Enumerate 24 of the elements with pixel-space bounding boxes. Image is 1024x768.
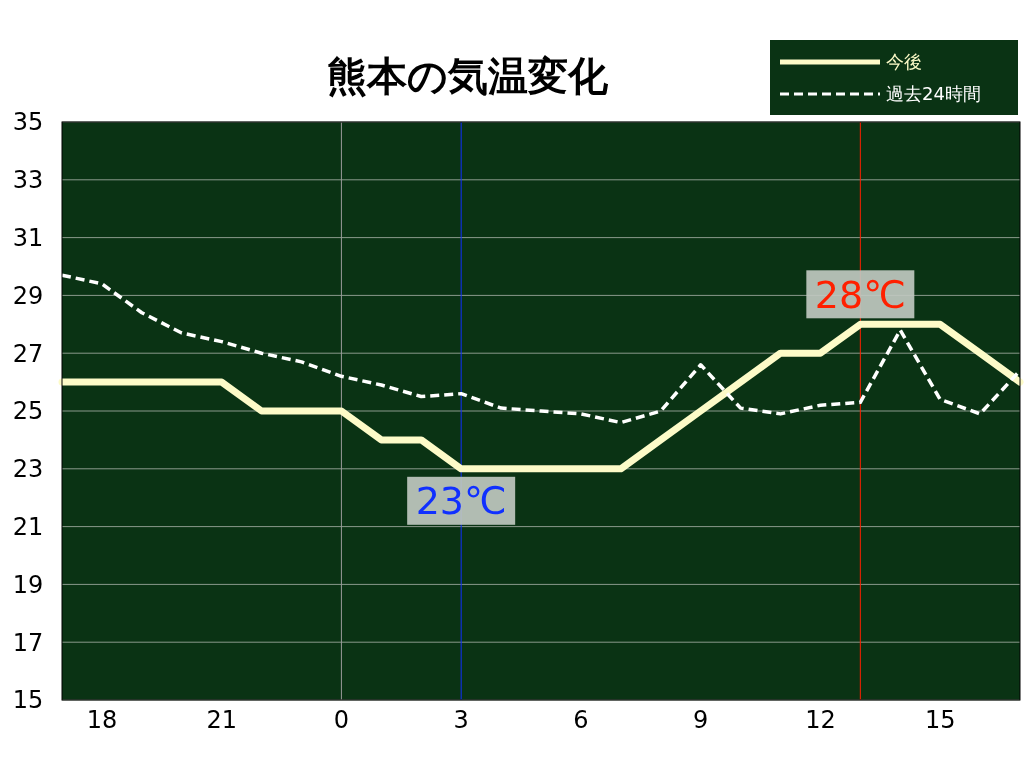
y-tick-label: 27 (12, 339, 44, 368)
x-tick-label: 3 (453, 706, 469, 734)
x-tick-label: 12 (805, 706, 836, 734)
text: 今後 (886, 51, 922, 73)
x-tick-label: 9 (693, 706, 709, 734)
y-tick-label: 23 (12, 455, 44, 484)
y-tick-label: 21 (12, 513, 44, 541)
y-tick-label: 29 (12, 281, 44, 310)
y-tick-label: 35 (12, 108, 44, 137)
x-tick-label: 6 (573, 706, 589, 734)
x-tick-label: 18 (86, 706, 118, 734)
x-tick-label: 15 (924, 706, 956, 734)
y-tick-label: 25 (12, 397, 44, 426)
chart-title: 熊本の気温変化 (326, 53, 609, 99)
x-tick-label: 21 (206, 706, 237, 734)
y-tick-label: 31 (12, 224, 44, 252)
y-tick-label: 19 (12, 570, 44, 599)
y-tick-label: 15 (12, 686, 44, 715)
annotation: 28℃ (814, 272, 906, 317)
y-tick-label: 33 (12, 166, 44, 195)
y-tick-label: 17 (12, 628, 44, 657)
annotation: 23℃ (415, 479, 507, 524)
text: 過去24時間 (886, 83, 981, 105)
x-tick-label: 0 (333, 706, 350, 734)
